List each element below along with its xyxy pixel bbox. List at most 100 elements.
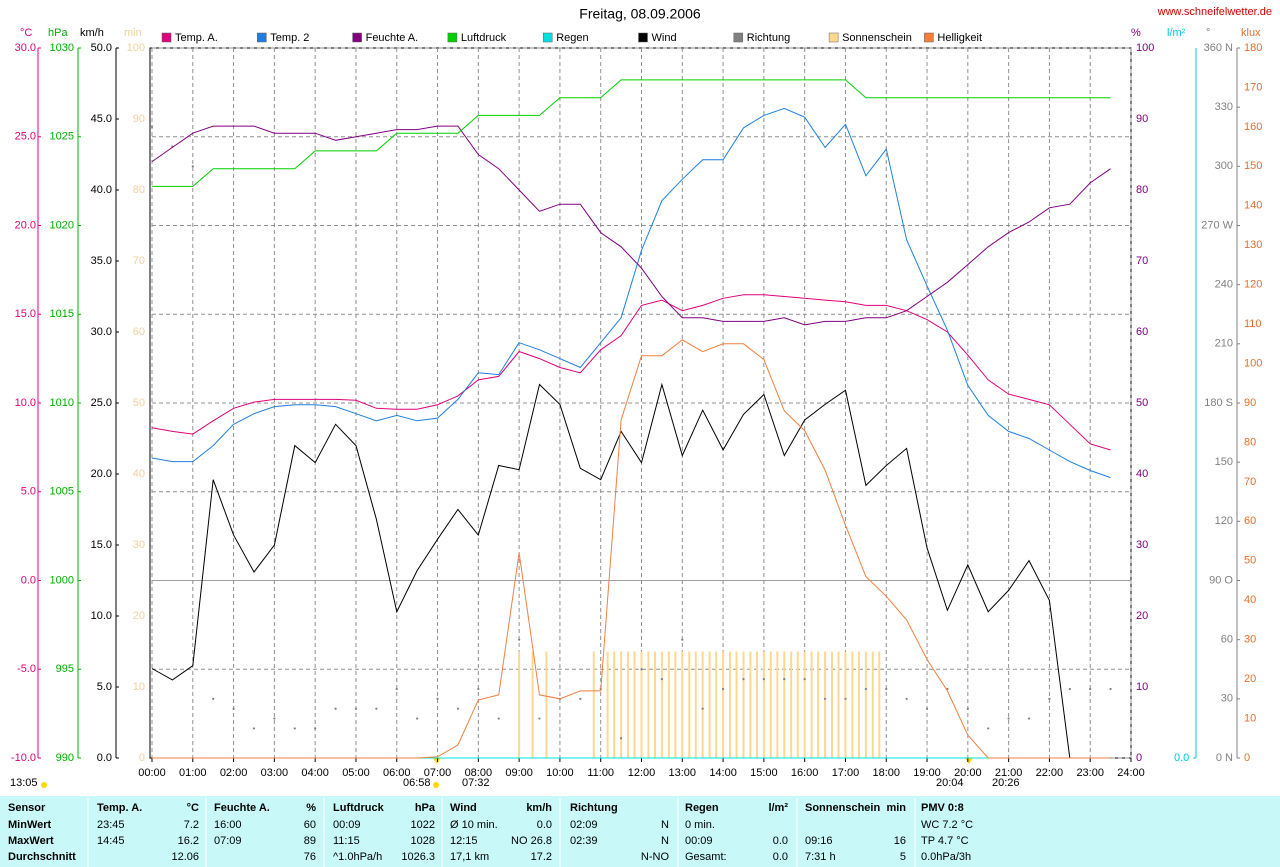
direction-dot — [681, 638, 684, 641]
table-cell: 7:31 h — [805, 851, 836, 863]
legend-label: Wind — [652, 32, 677, 44]
sunshine-bar — [633, 651, 636, 758]
table-cell: 16 — [894, 835, 906, 847]
sunshine-bar — [817, 651, 820, 758]
direction-dot — [273, 717, 276, 720]
direction-dot — [416, 717, 419, 720]
table-header: Richtung — [570, 802, 618, 814]
y-tick-label: 60 — [1221, 634, 1233, 646]
table-cell: 1022 — [411, 819, 435, 831]
direction-dot — [395, 687, 398, 691]
table-cell: 60 — [304, 819, 316, 831]
sunshine-bar — [640, 651, 643, 758]
table-cell: N-NO — [641, 851, 670, 863]
table-cell: 14:45 — [97, 835, 125, 847]
direction-dot — [212, 697, 215, 700]
x-tick-label: 23:00 — [1076, 767, 1104, 779]
table-header: PMV 0:8 — [921, 802, 964, 814]
y-tick-label: 300 — [1215, 160, 1233, 172]
sunrise-icon — [433, 782, 439, 788]
stats-background — [0, 796, 1280, 867]
y-tick-label: 40.0 — [91, 184, 112, 196]
y-tick-label: 995 — [56, 663, 74, 675]
sunset: 20:04 — [936, 777, 964, 789]
x-tick-label: 13:00 — [669, 767, 697, 779]
table-cell: 00:09 — [333, 819, 361, 831]
y-tick-label: 1025 — [50, 131, 74, 143]
y-tick-label: 30 — [133, 539, 145, 551]
table-cell: 02:09 — [570, 819, 598, 831]
y-tick-label: 150 — [1215, 456, 1233, 468]
table-cell: 17.2 — [531, 851, 552, 863]
y-tick-label: 10.0 — [91, 610, 112, 622]
sunshine-bar — [796, 651, 799, 758]
y-tick-label: 20.0 — [91, 468, 112, 480]
table-cell: 1026.3 — [401, 851, 435, 863]
sunshine-bar — [613, 651, 616, 758]
x-tick-label: 19:00 — [913, 767, 941, 779]
sunrise-2: 07:32 — [462, 777, 490, 789]
table-header: Luftdruck — [333, 802, 385, 814]
direction-dot — [640, 668, 643, 671]
sunshine-bar — [674, 651, 677, 758]
sunshine-bar — [694, 651, 697, 758]
y-tick-label: 210 — [1215, 338, 1233, 350]
x-tick-label: 04:00 — [301, 767, 329, 779]
y-tick-label: 50.0 — [91, 42, 112, 54]
y-tick-label: 0 — [1244, 752, 1250, 764]
sunshine-bar — [864, 651, 867, 758]
direction-dot — [987, 727, 990, 730]
table-cell: Gesamt: — [685, 851, 727, 863]
sunshine-bar — [769, 651, 772, 758]
table-cell: 23:45 — [97, 819, 125, 831]
direction-dot — [518, 638, 521, 641]
legend-label: Regen — [556, 32, 588, 44]
y-tick-label: 1005 — [50, 486, 74, 498]
legend-swatch — [352, 32, 362, 43]
sunshine-bar — [878, 651, 881, 758]
chart-title: Freitag, 08.09.2006 — [579, 6, 701, 22]
table-cell: N — [661, 819, 669, 831]
y-tick-label: 1000 — [50, 574, 74, 586]
legend-swatch — [542, 32, 553, 43]
legend-swatch — [257, 32, 267, 43]
legend-label: Helligkeit — [937, 32, 982, 44]
direction-dot — [252, 727, 256, 730]
table-cell: 0.0 — [537, 819, 552, 831]
y-tick-label: 270 W — [1201, 219, 1233, 231]
direction-dot — [375, 707, 378, 710]
sunshine-bar — [531, 651, 534, 758]
direction-dot — [1109, 687, 1112, 691]
series-line — [152, 79, 1111, 187]
direction-dot — [925, 707, 929, 710]
y-tick-label: 170 — [1244, 81, 1262, 93]
y-tick-label: 70 — [133, 255, 145, 267]
direction-dot — [721, 687, 725, 691]
direction-dot — [844, 697, 847, 700]
x-tick-label: 15:00 — [750, 767, 778, 779]
sun-icon — [41, 782, 47, 788]
direction-dot — [762, 678, 765, 681]
x-tick-label: 12:00 — [628, 767, 656, 779]
sunshine-bar — [735, 651, 738, 758]
table-cell: 16:00 — [214, 819, 242, 831]
x-tick-label: 07:00 — [424, 767, 452, 779]
direction-dot — [803, 678, 806, 681]
series-line — [151, 125, 1111, 326]
y-tick-label: 40 — [1244, 594, 1256, 606]
y-tick-label: 30 — [1221, 693, 1233, 705]
y-tick-label: 50 — [1136, 397, 1148, 409]
y-tick-label: 35.0 — [91, 255, 112, 267]
y-tick-label: 100 — [1136, 42, 1154, 54]
axis-unit: hPa — [48, 27, 68, 39]
sunshine-bar — [857, 651, 860, 758]
direction-dot — [1027, 717, 1031, 720]
y-tick-label: 130 — [1244, 239, 1262, 251]
table-cell: 16.2 — [178, 835, 199, 847]
table-cell: 5 — [900, 851, 906, 863]
sunshine-bar — [824, 651, 827, 758]
sunrise-marker — [433, 758, 441, 764]
legend-label: Sonnenschein — [842, 32, 912, 44]
direction-dot — [1048, 697, 1051, 700]
